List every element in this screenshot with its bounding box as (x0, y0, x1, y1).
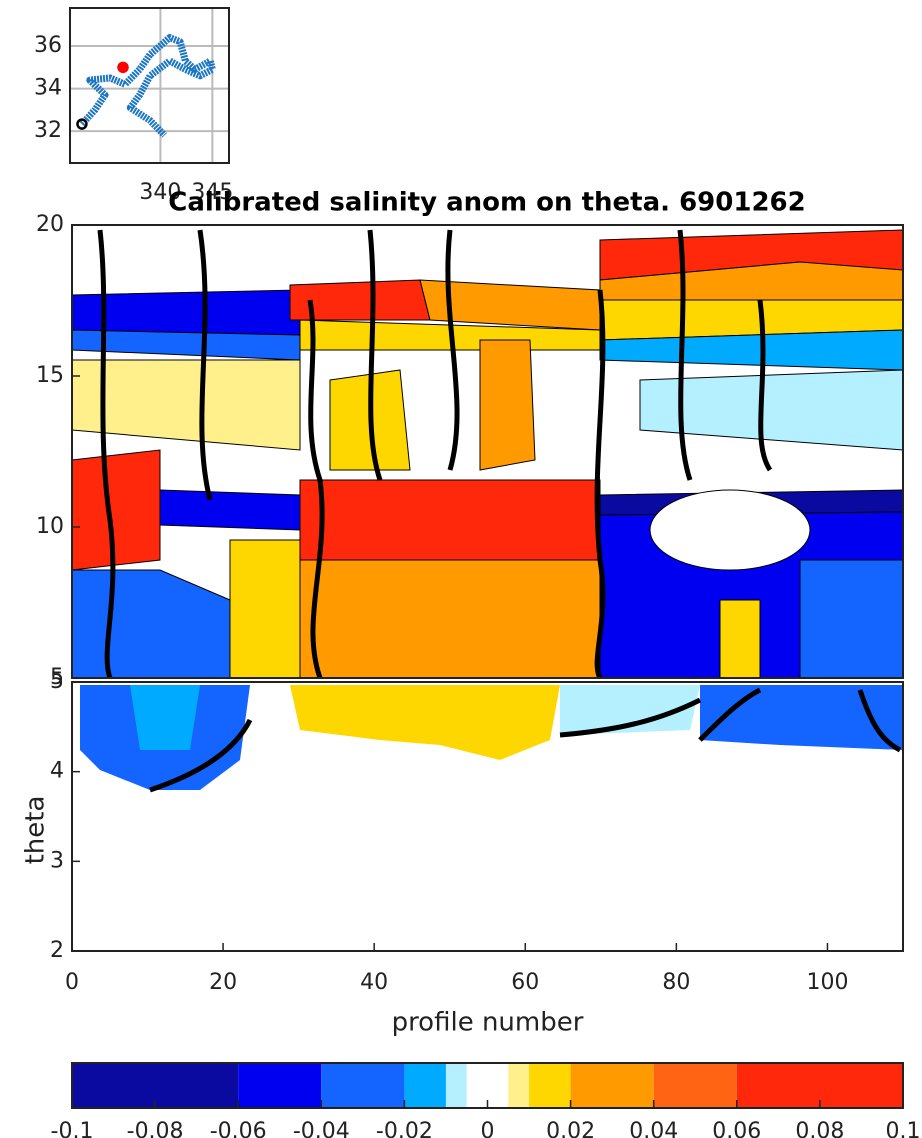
x-tick-label: -0.04 (293, 1119, 350, 1138)
colorbar-segment (508, 1063, 530, 1108)
axes-box (69, 7, 230, 164)
x-tick-label: 0 (65, 970, 79, 995)
y-tick-label: 36 (34, 33, 62, 58)
chart-title: Calibrated salinity anom on theta. 69012… (168, 188, 805, 218)
y-tick-label: 10 (36, 514, 64, 539)
y-axis-label: theta (21, 796, 51, 865)
y-tick-label: 32 (34, 118, 62, 143)
contour-field (72, 225, 903, 678)
x-tick-label: 345 (191, 180, 233, 205)
colorbar-segment (321, 1063, 405, 1108)
position-marker (117, 61, 129, 74)
colorbar-segment (404, 1063, 446, 1108)
y-tick-label: 15 (36, 363, 64, 388)
y-tick-label: 5 (50, 665, 64, 690)
x-tick-label: 0 (481, 1119, 495, 1138)
colorbar-segment (570, 1063, 654, 1108)
x-tick-label: 20 (209, 970, 237, 995)
x-tick-label: 0.04 (629, 1119, 678, 1138)
x-tick-label: 0.02 (546, 1119, 595, 1138)
x-tick-label: -0.08 (127, 1119, 184, 1138)
x-tick-label: 0.08 (795, 1119, 844, 1138)
track (79, 34, 216, 138)
y-tick-label: 34 (34, 76, 62, 101)
colorbar-segment (445, 1063, 467, 1108)
x-tick-label: -0.02 (376, 1119, 433, 1138)
x-tick-label: 40 (360, 970, 388, 995)
y-tick-label: 4 (50, 759, 64, 784)
colorbar-segment (529, 1063, 571, 1108)
x-tick-label: -0.06 (210, 1119, 267, 1138)
x-tick-label: 100 (806, 970, 848, 995)
y-tick-label: 5 (50, 669, 64, 694)
x-tick-label: 80 (662, 970, 690, 995)
y-tick-label: 20 (36, 212, 64, 237)
position-marker (76, 118, 88, 130)
y-tick-label: 3 (50, 848, 64, 873)
x-tick-label: 0.06 (712, 1119, 761, 1138)
y-tick-label: 2 (50, 938, 64, 963)
x-tick-label: -0.1 (51, 1119, 94, 1138)
axes-box (71, 1062, 904, 1109)
x-tick-label: 340 (139, 180, 181, 205)
x-tick-label: 0.1 (886, 1119, 921, 1138)
contour-field (80, 685, 903, 793)
x-axis-label: profile number (392, 1008, 584, 1038)
axes-box (71, 681, 904, 952)
axes-box (71, 224, 904, 679)
colorbar-segment (238, 1063, 322, 1108)
colorbar-segment (653, 1063, 737, 1108)
x-tick-label: 60 (511, 970, 539, 995)
